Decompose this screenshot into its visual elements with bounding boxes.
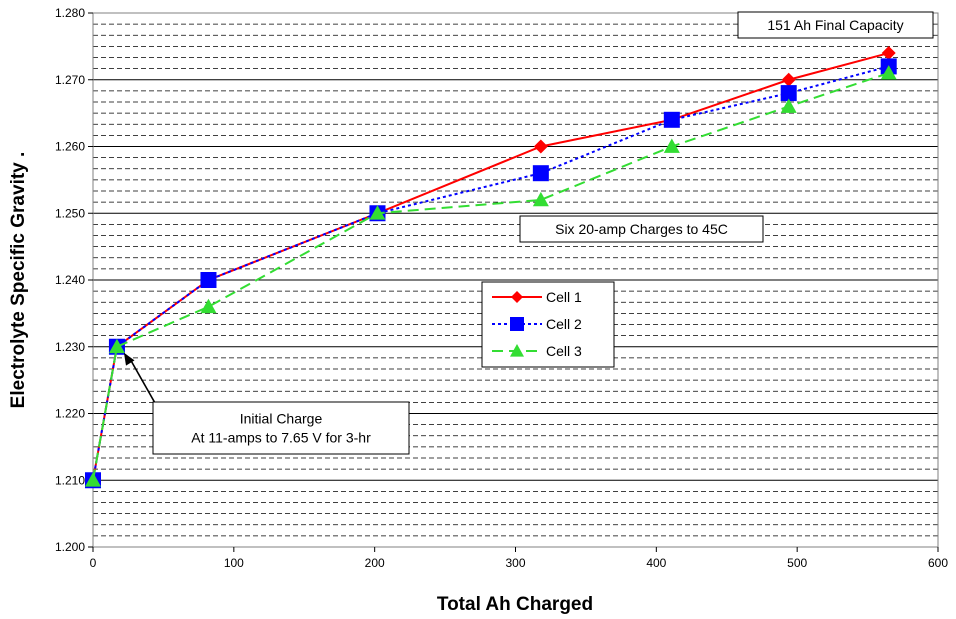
axes: 1.200 1.210 1.220 1.230 1.240 1.250 1.260 1.270… — [55, 6, 948, 570]
data-point — [108, 338, 125, 354]
annotation-arrow — [129, 358, 156, 404]
y-tick-label: 1.250 — [55, 206, 85, 220]
legend-label: Cell 2 — [546, 316, 582, 332]
y-tick-label: 1.210 — [55, 473, 85, 487]
legend-label: Cell 3 — [546, 343, 582, 359]
data-point — [780, 85, 797, 102]
arrow-head — [123, 352, 135, 366]
series-cell-3 — [85, 65, 897, 487]
legend: Cell 1 Cell 2 Cell 3 — [481, 281, 615, 368]
y-tick-label: 1.280 — [55, 6, 85, 20]
series-layer — [85, 46, 897, 489]
legend-marker — [510, 317, 524, 331]
legend-marker — [511, 291, 523, 303]
y-tick-label: 1.240 — [55, 273, 85, 287]
series-line — [92, 65, 889, 481]
grid — [93, 23, 938, 537]
x-tick-label: 200 — [365, 556, 385, 570]
x-tick-label: 0 — [90, 556, 97, 570]
x-tick-label: 300 — [505, 556, 525, 570]
annotation-box — [737, 11, 934, 39]
annotation-final-capacity: 151 Ah Final Capacity — [737, 11, 934, 39]
x-tick-label: 100 — [224, 556, 244, 570]
data-point — [781, 72, 796, 87]
y-tick-label: 1.220 — [55, 407, 85, 421]
data-point — [200, 272, 217, 288]
data-point — [369, 205, 386, 220]
legend-item-cell-2: Cell 2 — [492, 316, 582, 332]
annotation-text: 151 Ah Final Capacity — [767, 17, 903, 33]
legend-label: Cell 1 — [546, 289, 582, 305]
data-point — [880, 65, 897, 80]
x-tick-label: 500 — [787, 556, 807, 570]
y-tick-label: 1.270 — [55, 73, 85, 87]
data-point — [780, 98, 797, 113]
data-point — [85, 472, 101, 487]
annotation-text: At 11-amps to 7.65 V for 3-hr — [191, 430, 371, 446]
y-axis-title: Electrolyte Specific Gravity . — [8, 152, 29, 409]
data-point — [663, 111, 680, 128]
data-point — [881, 46, 896, 61]
x-tick-label: 400 — [646, 556, 666, 570]
annotation-text: Initial Charge — [240, 411, 323, 427]
legend-item-cell-1: Cell 1 — [492, 289, 582, 305]
data-point — [532, 191, 549, 207]
legend-item-cell-3: Cell 3 — [492, 343, 582, 359]
legend-marker — [510, 344, 524, 357]
annotation-six-charges: Six 20-amp Charges to 45C — [519, 215, 764, 243]
annotation-initial-charge: Initial Charge At 11-amps to 7.65 V for 3… — [123, 352, 410, 455]
data-point — [200, 298, 217, 314]
y-tick-label: 1.260 — [55, 140, 85, 154]
data-point — [533, 139, 548, 154]
data-point — [532, 165, 549, 182]
annotation-box — [152, 401, 410, 455]
annotation-text: Six 20-amp Charges to 45C — [555, 221, 728, 237]
x-axis-title: Total Ah Charged — [437, 594, 593, 615]
x-tick-label: 600 — [928, 556, 948, 570]
y-tick-label: 1.200 — [55, 540, 85, 554]
y-tick-label: 1.230 — [55, 340, 85, 354]
series-line — [92, 52, 889, 481]
annotation-box — [519, 215, 764, 243]
series-line — [92, 72, 890, 481]
data-point — [663, 138, 680, 153]
annotations: 151 Ah Final Capacity Six 20-amp Charges … — [123, 11, 934, 455]
